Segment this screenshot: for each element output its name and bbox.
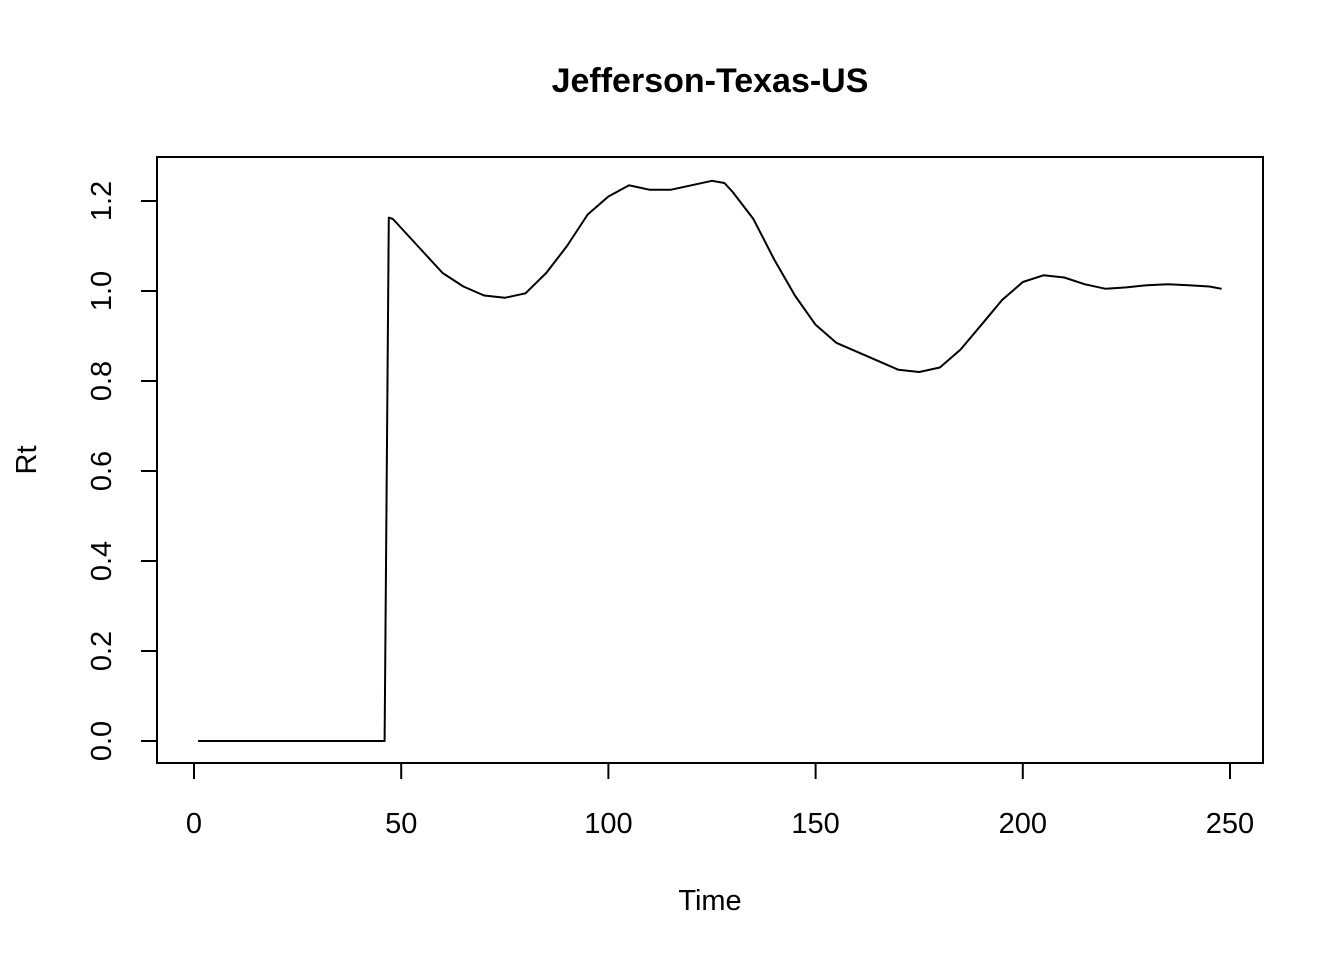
- x-tick-label: 0: [186, 808, 202, 840]
- y-axis-label: Rt: [11, 446, 43, 475]
- plot-frame: [156, 156, 1264, 764]
- y-tick-label: 0.6: [86, 451, 118, 491]
- x-axis: 0 50 100 150 200 250: [186, 762, 1254, 840]
- x-tick-label: 100: [584, 808, 632, 840]
- y-tick-label: 0.8: [86, 361, 118, 401]
- chart-title: Jefferson-Texas-US: [552, 62, 869, 100]
- x-tick-label: 250: [1206, 808, 1254, 840]
- y-tick-label: 1.0: [86, 271, 118, 311]
- series-line-rt: [198, 179, 1222, 742]
- y-tick-label: 1.2: [86, 181, 118, 221]
- y-tick-label: 0.0: [86, 721, 118, 761]
- y-axis: 0.0 0.2 0.4 0.6 0.8 1.0 1.2: [86, 181, 158, 761]
- x-tick-label: 50: [385, 808, 417, 840]
- x-tick-label: 150: [791, 808, 839, 840]
- y-tick-label: 0.2: [86, 631, 118, 671]
- y-tick-label: 0.4: [86, 541, 118, 581]
- x-tick-label: 200: [999, 808, 1047, 840]
- x-axis-label: Time: [678, 885, 741, 917]
